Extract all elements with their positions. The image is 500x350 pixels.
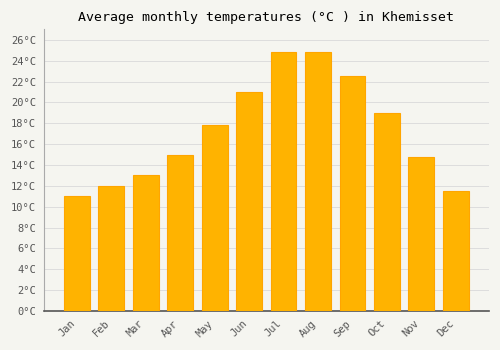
Bar [64, 196, 90, 311]
Bar [270, 52, 296, 311]
Bar [168, 155, 193, 311]
Title: Average monthly temperatures (°C ) in Khemisset: Average monthly temperatures (°C ) in Kh… [78, 11, 454, 24]
Bar [340, 76, 365, 311]
Bar [202, 125, 228, 311]
Bar [443, 191, 468, 311]
Bar [236, 92, 262, 311]
Bar [133, 175, 158, 311]
Bar [305, 52, 331, 311]
Bar [408, 157, 434, 311]
Bar [98, 186, 124, 311]
Bar [374, 113, 400, 311]
